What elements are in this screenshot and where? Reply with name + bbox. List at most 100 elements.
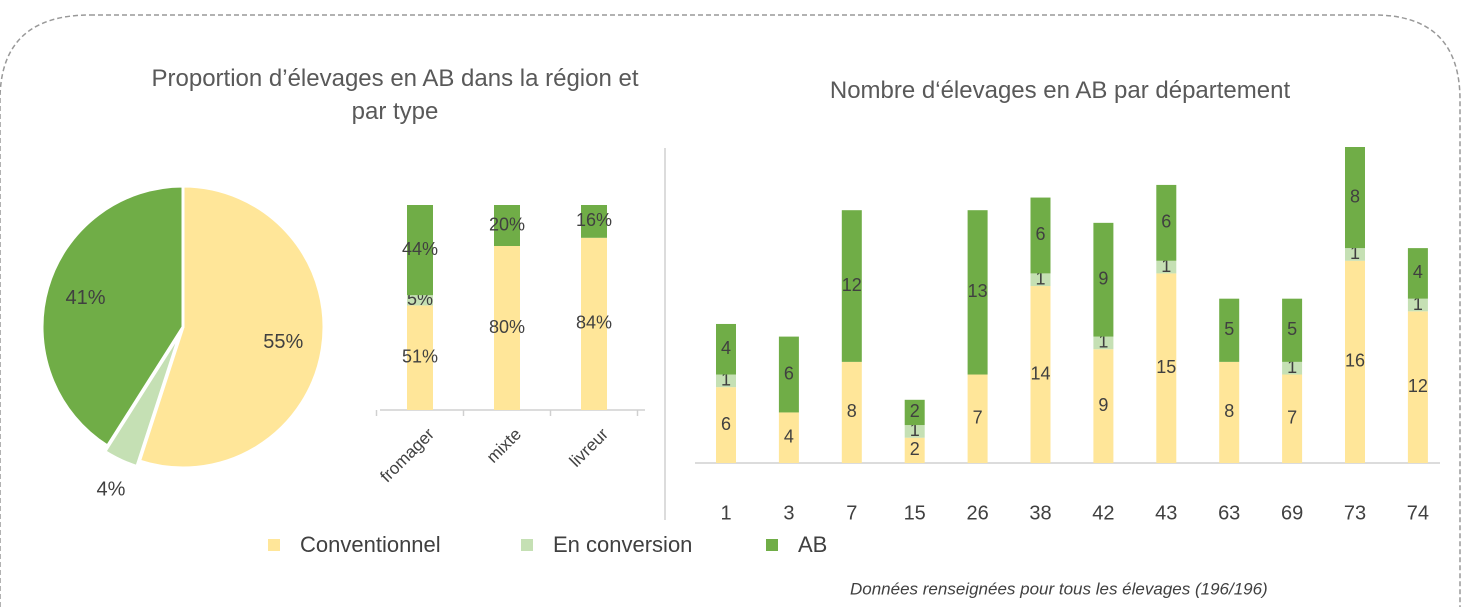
bar-segment (967, 210, 988, 375)
bar-segment (1030, 286, 1051, 463)
x-tick-label: 43 (1155, 502, 1177, 524)
data-label: 1 (1413, 294, 1423, 314)
x-tick-label: 3 (783, 502, 794, 524)
data-label: 4 (784, 426, 794, 446)
bar-segment (1156, 260, 1177, 274)
bar-segment (841, 361, 862, 463)
data-label: 16 (1345, 351, 1365, 371)
bar-segment (1156, 273, 1177, 463)
data-label: 5 (1287, 319, 1297, 339)
data-label: 2 (910, 439, 920, 459)
x-tick-label: 42 (1092, 502, 1114, 524)
x-tick-label: 1 (720, 502, 731, 524)
legend-swatch (268, 539, 280, 551)
bar-segment (407, 295, 433, 306)
data-label: 8 (1224, 401, 1234, 421)
x-tick-label: 63 (1218, 502, 1240, 524)
bar-segment (716, 387, 736, 463)
bar-segment (1345, 147, 1365, 249)
bar-segment (1219, 298, 1240, 362)
data-label: 13 (968, 281, 988, 301)
data-label: 1 (910, 420, 920, 440)
bar-segment (904, 399, 925, 426)
data-label: 7 (973, 408, 983, 428)
data-label: 9 (1098, 395, 1108, 415)
bar-segment (1219, 361, 1240, 463)
data-label: 15 (1156, 357, 1176, 377)
pie-slice (137, 184, 326, 470)
x-tick-label: 74 (1407, 502, 1429, 524)
data-label: 1 (721, 370, 731, 390)
data-label: 6 (1161, 212, 1171, 232)
pie-label: 55% (263, 331, 303, 353)
pie-label: 4% (97, 478, 126, 500)
x-tick-label: 26 (966, 502, 988, 524)
bar-segment (841, 210, 862, 362)
data-label: 20% (489, 214, 525, 234)
bar-segment (778, 336, 799, 413)
bar-segment (1093, 222, 1114, 337)
bar-segment (1345, 260, 1365, 463)
data-label: 80% (489, 317, 525, 337)
legend-swatch (766, 539, 778, 551)
x-tick-label: fromager (376, 424, 438, 486)
bar-segment (407, 205, 433, 296)
data-label: 1 (1098, 332, 1108, 352)
bar-segment (716, 374, 736, 388)
bar-segment (778, 412, 799, 463)
bar-segment (581, 205, 607, 238)
data-label: 1 (1350, 243, 1360, 263)
data-label: 44% (402, 239, 438, 259)
frame (0, 14, 1461, 607)
bar-segment (1407, 298, 1428, 312)
pie-title: Proportion d’élevages en AB dans la régi… (151, 65, 639, 125)
bar-segment (1282, 298, 1303, 362)
bar-segment (407, 305, 433, 410)
data-label: 1 (1161, 256, 1171, 276)
bar-segment (581, 237, 607, 410)
bar-segment (904, 437, 925, 463)
x-tick-label: 38 (1029, 502, 1051, 524)
data-label: 1 (1035, 268, 1045, 288)
data-label: 9 (1098, 268, 1108, 288)
bar-segment (1030, 197, 1051, 274)
legend-swatch (521, 539, 533, 551)
bar-segment (967, 374, 988, 463)
x-tick-label: 7 (846, 502, 857, 524)
data-label: 6 (784, 363, 794, 383)
x-tick-label: 73 (1344, 502, 1366, 524)
bar-segment (1282, 361, 1303, 375)
bar-segment (1407, 311, 1428, 463)
pie-slice (40, 184, 185, 449)
data-label: 2 (910, 401, 920, 421)
data-label: 51% (402, 346, 438, 366)
pie-label: 41% (65, 287, 105, 309)
data-label: 6 (1035, 224, 1045, 244)
bar-segment (1345, 248, 1365, 261)
data-label: 8 (847, 401, 857, 421)
pie-slice (102, 331, 182, 469)
bar-segment (1093, 336, 1114, 350)
bar-title: Nombre d‘élevages en AB par département (829, 77, 1291, 104)
bar-segment (1030, 273, 1051, 287)
bar-segment (1282, 374, 1303, 463)
bar-segment (1093, 349, 1114, 463)
x-tick-label: livreur (566, 424, 612, 470)
data-label: 12 (1408, 376, 1428, 396)
bar-segment (904, 425, 925, 438)
data-label: 84% (576, 313, 612, 333)
data-label: 14 (1030, 363, 1050, 383)
legend-label: En conversion (553, 532, 692, 557)
data-label: 1 (1287, 357, 1297, 377)
data-label: 16% (576, 210, 612, 230)
data-label: 6 (721, 414, 731, 434)
legend-label: AB (798, 532, 827, 557)
bar-segment (494, 246, 520, 410)
data-label: 8 (1350, 186, 1360, 206)
data-label: 5 (1224, 319, 1234, 339)
data-label: 4 (721, 338, 731, 358)
bar-segment (494, 205, 520, 246)
bar-segment (1156, 184, 1177, 261)
